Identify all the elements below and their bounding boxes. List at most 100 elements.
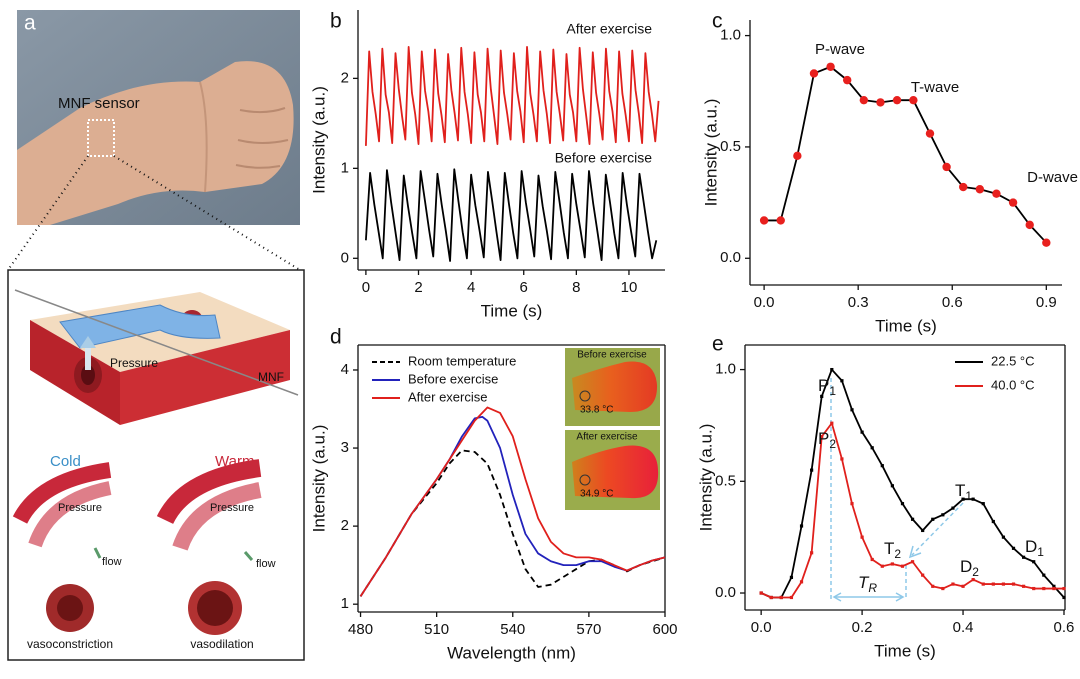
marker bbox=[769, 595, 773, 600]
marker bbox=[981, 502, 985, 506]
annotation-text: D bbox=[960, 557, 972, 576]
marker bbox=[1052, 586, 1056, 591]
marker bbox=[890, 484, 894, 488]
marker bbox=[1042, 573, 1046, 577]
marker bbox=[870, 446, 874, 450]
marker bbox=[959, 182, 968, 192]
marker bbox=[1052, 584, 1056, 588]
panel-label: d bbox=[330, 326, 342, 349]
legend-label: After exercise bbox=[408, 389, 487, 404]
x-axis-title: Time (s) bbox=[874, 641, 936, 660]
marker bbox=[820, 394, 824, 398]
series-line bbox=[364, 168, 658, 262]
y-tick-label: 2 bbox=[341, 517, 349, 534]
annotation-text: T bbox=[858, 573, 870, 592]
y-tick-label: 0.0 bbox=[720, 249, 741, 266]
x-tick-label: 4 bbox=[467, 279, 475, 296]
pressure-label: Pressure bbox=[110, 356, 158, 370]
annotation: D2 bbox=[960, 557, 979, 579]
annotation: P2 bbox=[818, 429, 836, 451]
marker bbox=[1008, 198, 1018, 207]
y-tick-label: 0.5 bbox=[715, 472, 736, 489]
legend-label: Before exercise bbox=[408, 371, 498, 386]
y-tick-label: 2 bbox=[341, 69, 349, 86]
x-axis-title: Time (s) bbox=[875, 316, 937, 335]
marker bbox=[1011, 582, 1016, 586]
marker bbox=[1001, 582, 1006, 586]
annotation-text: T bbox=[955, 481, 965, 500]
marker bbox=[810, 551, 814, 555]
x-tick-label: 0.6 bbox=[942, 294, 963, 311]
marker bbox=[843, 75, 852, 85]
y-tick-label: 0.0 bbox=[715, 584, 736, 601]
marker bbox=[1022, 555, 1026, 559]
x-tick-label: 0.4 bbox=[953, 619, 974, 636]
marker bbox=[826, 62, 835, 71]
annotation-text: T bbox=[884, 539, 894, 558]
marker bbox=[850, 408, 854, 412]
marker bbox=[931, 517, 935, 521]
annotation: 33.8 °C bbox=[580, 405, 613, 416]
y-tick-label: 3 bbox=[341, 439, 349, 456]
marker bbox=[1032, 586, 1036, 591]
pressure-label: Pressure bbox=[58, 502, 102, 514]
y-tick-label: 1 bbox=[341, 159, 349, 176]
annotation: 34.9 °C bbox=[580, 489, 613, 500]
marker bbox=[810, 468, 814, 472]
y-tick-label: 1 bbox=[341, 595, 349, 612]
y-axis-title: Intensity (a.u.) bbox=[696, 424, 715, 532]
marker bbox=[799, 524, 804, 528]
annotation: P1 bbox=[818, 376, 836, 398]
series-line bbox=[760, 422, 1064, 599]
annotation-sub: 1 bbox=[829, 384, 836, 398]
x-axis-title: Wavelength (nm) bbox=[447, 643, 576, 662]
marker bbox=[941, 586, 945, 591]
y-tick-label: 1.0 bbox=[720, 27, 741, 44]
legend-label: Room temperature bbox=[408, 353, 516, 368]
series-label: After exercise bbox=[566, 21, 652, 37]
flow-label: flow bbox=[256, 558, 276, 570]
x-tick-label: 8 bbox=[572, 279, 580, 296]
y-axis-title: Intensity (a.u.) bbox=[701, 99, 720, 207]
marker bbox=[931, 584, 935, 588]
y-axis-title: Intensity (a.u.) bbox=[309, 425, 328, 533]
x-tick-label: 510 bbox=[424, 621, 449, 638]
annotation-sub: R bbox=[868, 581, 877, 595]
annotation-sub: 2 bbox=[972, 565, 979, 579]
marker bbox=[789, 575, 794, 579]
annotation: Before exercise bbox=[577, 350, 647, 361]
marker bbox=[992, 189, 1001, 198]
marker bbox=[1025, 220, 1034, 230]
flow-label: flow bbox=[102, 556, 122, 568]
sensor-label: MNF sensor bbox=[58, 95, 140, 112]
marker bbox=[921, 573, 925, 577]
marker bbox=[830, 421, 834, 425]
marker bbox=[820, 435, 824, 439]
marker bbox=[759, 591, 763, 595]
panel-label: b bbox=[330, 10, 342, 33]
marker bbox=[809, 69, 819, 78]
marker bbox=[830, 367, 834, 372]
marker bbox=[789, 595, 794, 600]
caption: vasoconstriction bbox=[27, 637, 113, 651]
pressure-label: Pressure bbox=[210, 502, 254, 514]
marker bbox=[910, 560, 915, 564]
illustration bbox=[7, 269, 305, 661]
annotation: T-wave bbox=[911, 79, 959, 96]
x-tick-label: 600 bbox=[652, 621, 677, 638]
annotation: T1 bbox=[955, 481, 972, 503]
panel-label: e bbox=[712, 333, 724, 356]
marker bbox=[1001, 535, 1006, 539]
x-tick-label: 570 bbox=[576, 621, 601, 638]
marker bbox=[890, 562, 894, 566]
marker bbox=[921, 528, 925, 533]
marker bbox=[981, 582, 985, 586]
marker bbox=[870, 557, 874, 562]
fiber-label: MNF bbox=[258, 370, 284, 384]
guides bbox=[830, 378, 964, 602]
x-tick-label: 0.9 bbox=[1036, 294, 1057, 311]
y-tick-label: 1.0 bbox=[715, 361, 736, 378]
y-axis-title: Intensity (a.u.) bbox=[309, 86, 328, 194]
